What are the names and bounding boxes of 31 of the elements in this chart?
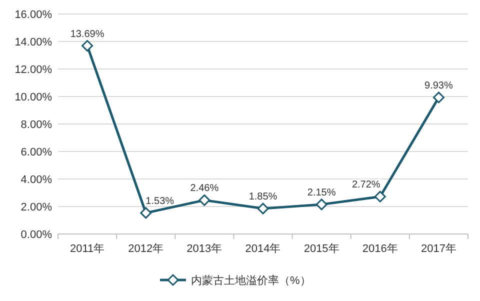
y-tick-label: 4.00% — [20, 174, 52, 186]
y-tick-label: 8.00% — [20, 119, 52, 131]
x-tick-label: 2011年 — [70, 243, 105, 255]
data-label: 2.15% — [307, 187, 336, 198]
y-tick-label: 12.00% — [14, 64, 52, 76]
y-tick-label: 10.00% — [14, 92, 52, 104]
y-tick-label: 0.00% — [20, 229, 52, 241]
point — [140, 207, 152, 219]
point — [198, 194, 210, 206]
point — [257, 202, 269, 214]
data-label: 1.85% — [248, 192, 278, 203]
data-label: 2.46% — [190, 183, 219, 194]
data-label: 9.93% — [424, 80, 453, 92]
x-tick-label: 2014年 — [245, 243, 281, 255]
legend-label: 内蒙古土地溢价率（%） — [191, 274, 311, 287]
point — [82, 40, 94, 52]
point — [316, 198, 328, 210]
point — [374, 190, 386, 202]
y-tick-label: 14.00% — [14, 36, 52, 48]
data-label: 1.53% — [146, 196, 174, 207]
x-tick-label: 2012年 — [128, 243, 164, 255]
point — [432, 92, 444, 104]
x-tick-label: 2013年 — [186, 243, 222, 255]
x-tick-label: 2017年 — [420, 243, 456, 255]
y-tick-label: 16.00% — [14, 9, 52, 21]
data-label: 2.72% — [352, 180, 380, 191]
y-tick-label: 6.00% — [20, 146, 52, 158]
x-tick-label: 2015年 — [304, 243, 340, 255]
data-label: 13.69% — [70, 28, 104, 40]
y-tick-label: 2.00% — [20, 202, 52, 214]
x-tick-label: 2016年 — [362, 243, 398, 255]
